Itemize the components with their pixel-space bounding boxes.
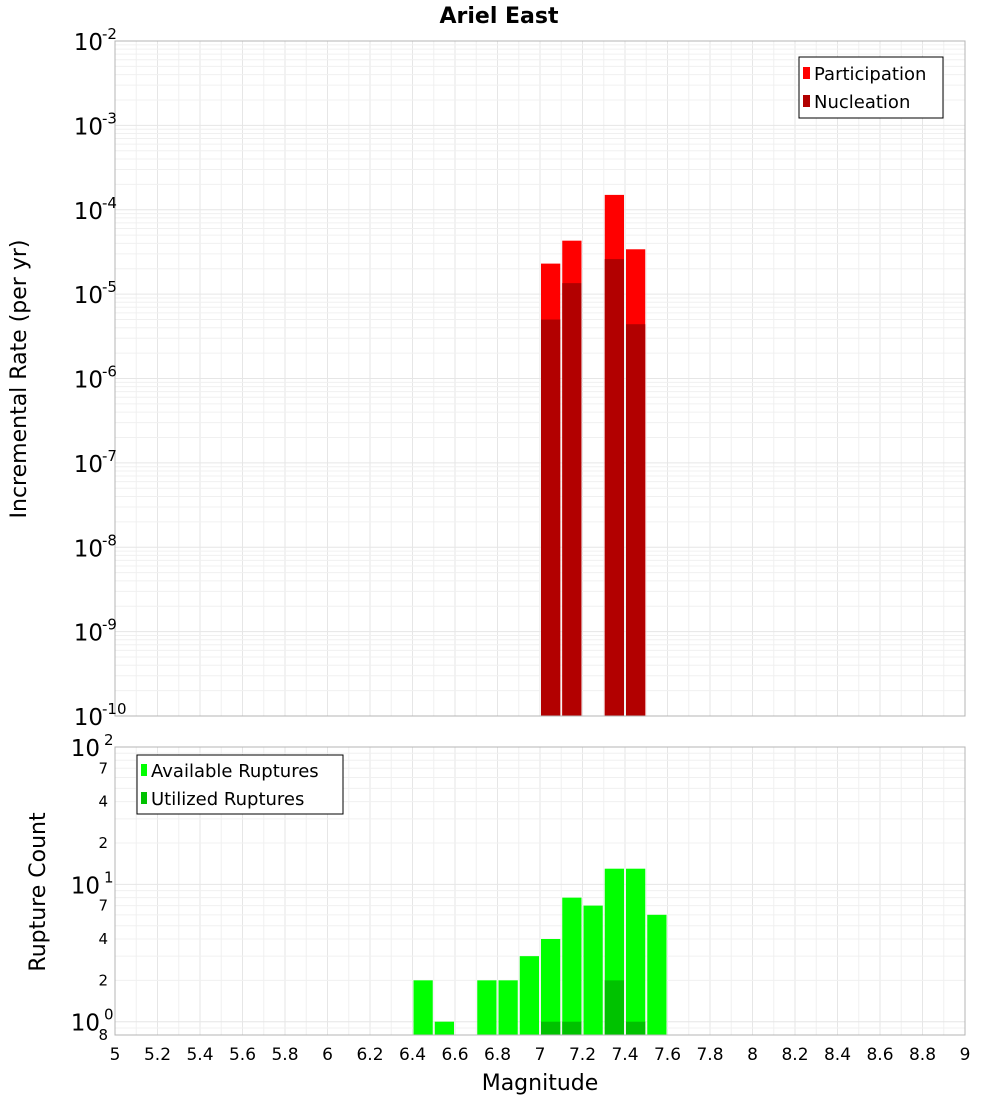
count-bar-available-ruptures-6.45 <box>413 980 433 1035</box>
x-tick-label: 5.2 <box>144 1045 171 1065</box>
count-bar-utilized-ruptures-7.05 <box>541 1021 561 1035</box>
count-bar-utilized-ruptures-7.45 <box>626 1021 646 1035</box>
rate-y-tick-exponent: -4 <box>102 194 117 212</box>
rate-bar-nucleation-7.45 <box>626 324 646 716</box>
legend-label-participation: Participation <box>814 64 926 85</box>
legend-swatch-nucleation <box>803 95 810 107</box>
count-y-tick-base: 10 <box>71 736 100 762</box>
count-y-axis-label: Rupture Count <box>26 812 51 972</box>
legend-swatch-utilized <box>141 792 147 804</box>
x-tick-label: 6.4 <box>399 1045 426 1065</box>
count-bar-available-ruptures-6.75 <box>477 980 497 1035</box>
count-y-tick-exponent: 2 <box>104 731 114 749</box>
rate-bar-nucleation-7.05 <box>541 319 561 716</box>
rate-y-tick-exponent: -6 <box>102 363 117 381</box>
rate-y-tick-exponent: -8 <box>102 531 117 549</box>
x-tick-label: 7.8 <box>696 1045 723 1065</box>
count-y-tick-minor: 4 <box>98 793 108 811</box>
count-y-tick-minor: 7 <box>98 759 108 777</box>
rate-y-tick-exponent: -7 <box>102 447 117 465</box>
count-bar-utilized-ruptures-7.15 <box>562 1021 582 1035</box>
count-bar-available-ruptures-7.05 <box>541 939 561 1035</box>
count-bar-available-ruptures-6.55 <box>434 1021 454 1035</box>
count-bar-available-ruptures-7.55 <box>647 914 667 1035</box>
x-tick-label: 7 <box>535 1045 546 1065</box>
rate-y-tick-exponent: -5 <box>102 278 117 296</box>
rate-legend-box <box>798 56 944 119</box>
rate-y-tick-base: 10 <box>74 452 103 478</box>
x-tick-label: 6.8 <box>484 1045 511 1065</box>
x-axis-label: Magnitude <box>482 1071 599 1096</box>
legend-label-utilized: Utilized Ruptures <box>151 789 304 810</box>
x-tick-label: 8.4 <box>824 1045 851 1065</box>
rate-bar-nucleation-7.35 <box>604 259 624 716</box>
count-bar-utilized-ruptures-7.35 <box>604 980 624 1035</box>
rate-y-tick-exponent: -2 <box>102 25 117 43</box>
rate-y-tick-exponent: -10 <box>102 700 127 718</box>
rate-y-tick-base: 10 <box>74 705 103 731</box>
count-bar-available-ruptures-7.15 <box>562 897 582 1035</box>
count-y-tick-base: 10 <box>71 1011 100 1037</box>
rate-y-tick-base: 10 <box>74 30 103 56</box>
x-tick-label: 6 <box>322 1045 333 1065</box>
rate-y-tick-base: 10 <box>74 536 103 562</box>
x-tick-label: 5.6 <box>229 1045 256 1065</box>
rate-bars <box>541 194 646 717</box>
legend-swatch-available <box>141 764 147 776</box>
x-tick-label: 8 <box>747 1045 758 1065</box>
x-tick-label: 5.4 <box>186 1045 213 1065</box>
x-tick-label: 6.6 <box>441 1045 468 1065</box>
count-y-tick-base: 10 <box>71 873 100 899</box>
rate-y-tick-base: 10 <box>74 283 103 309</box>
rate-y-tick-exponent: -3 <box>102 109 117 127</box>
rate-y-axis-label: Incremental Rate (per yr) <box>7 240 32 519</box>
x-tick-label: 8.6 <box>866 1045 893 1065</box>
rate-y-ticks: 10-210-310-410-510-610-710-810-910-10 <box>74 25 127 731</box>
rate-grid <box>114 41 966 717</box>
chart-title: Ariel East <box>439 4 559 29</box>
x-tick-label: 5 <box>110 1045 121 1065</box>
x-axis-ticks: 5 5.2 5.4 5.6 5.8 6 6.2 6.4 6.6 6.8 7 7.2 7.4 7.6 7.8 8… <box>110 1045 971 1065</box>
count-legend: Available Ruptures Utilized Ruptures <box>136 754 344 815</box>
rate-y-tick-base: 10 <box>74 199 103 225</box>
count-y-tick-minor: 4 <box>98 930 108 948</box>
count-bars <box>413 868 667 1035</box>
rate-y-tick-exponent: -9 <box>102 616 117 634</box>
rate-y-tick-base: 10 <box>74 368 103 394</box>
count-plot-frame <box>114 746 966 1036</box>
legend-label-available: Available Ruptures <box>151 761 319 782</box>
x-tick-label: 7.2 <box>569 1045 596 1065</box>
count-bar-available-ruptures-7.25 <box>583 905 603 1035</box>
rate-y-tick-base: 10 <box>74 114 103 140</box>
count-bar-available-ruptures-6.95 <box>519 956 539 1035</box>
count-bar-available-ruptures-7.45 <box>626 868 646 1035</box>
legend-label-nucleation: Nucleation <box>814 92 910 113</box>
rate-legend: Participation Nucleation <box>798 56 944 119</box>
x-tick-label: 7.6 <box>654 1045 681 1065</box>
x-tick-label: 9 <box>960 1045 971 1065</box>
count-y-tick-minor: 8 <box>98 1026 108 1044</box>
x-tick-label: 8.8 <box>909 1045 936 1065</box>
count-y-tick-minor: 7 <box>98 897 108 915</box>
count-y-tick-exponent: 1 <box>104 868 114 886</box>
rate-bar-nucleation-7.15 <box>562 283 582 716</box>
count-y-tick-minor: 2 <box>98 834 108 852</box>
rate-plot-frame <box>114 40 966 717</box>
count-y-tick-minor: 2 <box>98 971 108 989</box>
x-tick-label: 5.8 <box>271 1045 298 1065</box>
count-legend-box <box>136 754 344 815</box>
x-tick-label: 6.2 <box>356 1045 383 1065</box>
x-tick-label: 8.2 <box>781 1045 808 1065</box>
count-bar-available-ruptures-6.85 <box>498 980 518 1035</box>
rate-y-tick-base: 10 <box>74 621 103 647</box>
legend-swatch-participation <box>803 67 810 79</box>
count-y-tick-exponent: 0 <box>104 1006 114 1024</box>
rate-panel: 10-210-310-410-510-610-710-810-910-10 In… <box>7 25 966 731</box>
x-tick-label: 7.4 <box>611 1045 638 1065</box>
